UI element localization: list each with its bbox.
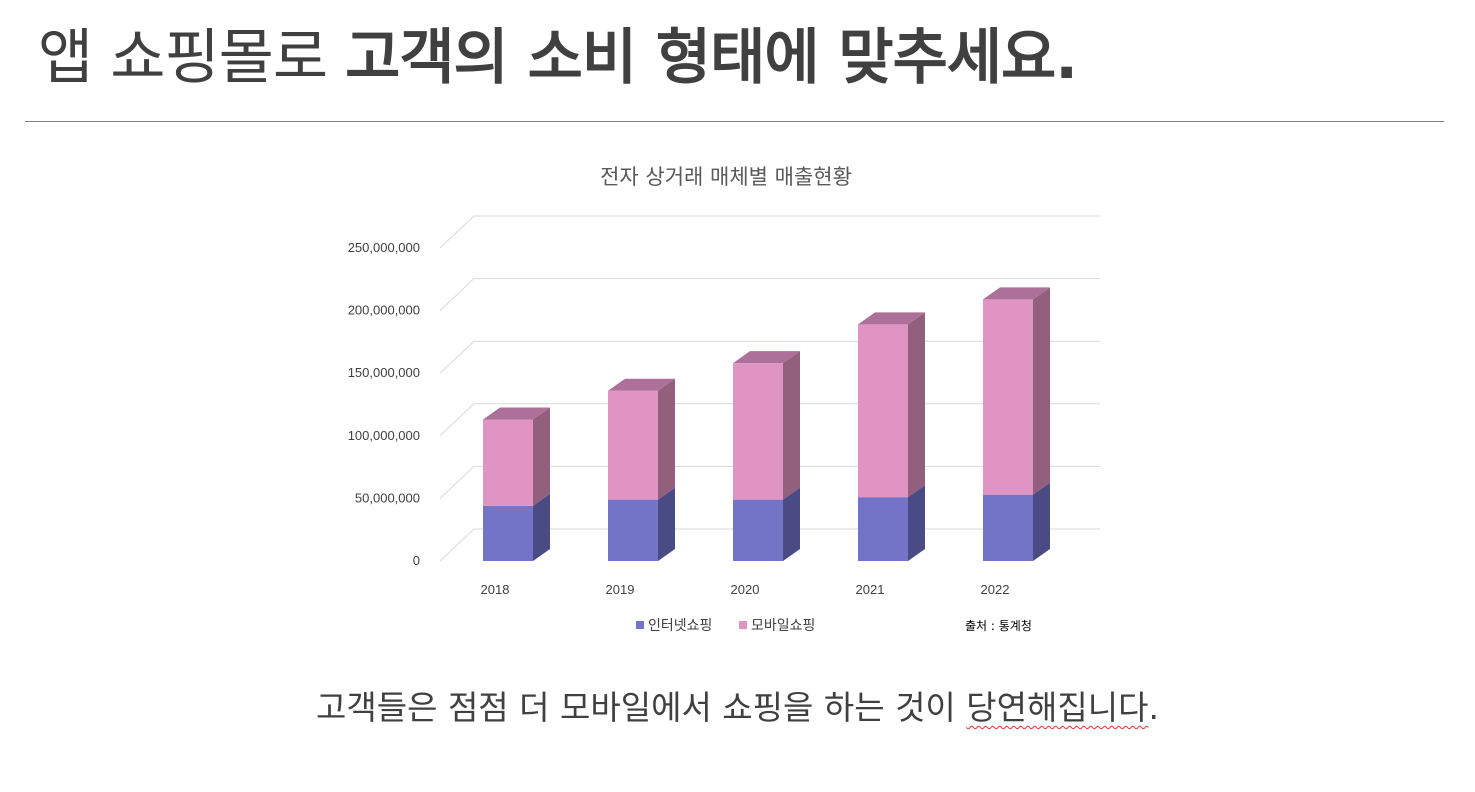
slide-title: 앱 쇼핑몰로 고객의 소비 형태에 맞추세요.	[38, 18, 1078, 98]
chart-bar-top	[858, 312, 925, 325]
chart-bar-segment	[983, 494, 1033, 561]
caption-end: .	[1148, 688, 1159, 727]
chart-svg: 전자 상거래 매체별 매출현황 0 50,000,000 100,000,000 15…	[348, 165, 1100, 634]
chart-y-tick-label: 150,000,000	[348, 365, 420, 380]
chart-bar-side	[658, 487, 675, 561]
chart-bar-segment	[733, 363, 783, 500]
chart-x-axis-labels: 2018 2019 2020 2021 2022	[481, 582, 1010, 597]
chart-bar-side	[783, 351, 800, 500]
chart-y-tick-label: 250,000,000	[348, 240, 420, 255]
chart-y-tick-label: 0	[413, 553, 420, 568]
chart-bar-side	[533, 407, 550, 506]
chart-bar-side	[533, 493, 550, 561]
chart-bar-side	[783, 487, 800, 561]
chart-x-tick-label: 2021	[856, 582, 885, 597]
chart-y-axis-labels: 0 50,000,000 100,000,000 150,000,000 200,000…	[348, 240, 420, 568]
chart-title: 전자 상거래 매체별 매출현황	[600, 165, 852, 189]
chart-bar-segment	[483, 505, 533, 561]
chart-bar-top	[608, 378, 675, 391]
chart-bar-segment	[858, 324, 908, 498]
chart-bar-top	[733, 351, 800, 364]
caption-flagged-word: 당연해집니다	[966, 688, 1149, 727]
chart-gridline	[439, 215, 1100, 249]
chart-gridline	[439, 278, 1100, 311]
chart-bar-top	[483, 407, 550, 420]
slide-title-bold: 고객의 소비 형태에 맞추세요.	[345, 23, 1078, 93]
chart-bar-side	[908, 485, 925, 561]
chart-bar-segment	[483, 419, 533, 506]
chart-bar-side	[908, 312, 925, 498]
legend-swatch-internet	[636, 621, 644, 629]
chart-bar-side	[1033, 482, 1050, 561]
slide-caption: 고객들은 점점 더 모바일에서 쇼핑을 하는 것이 당연해집니다.	[0, 684, 1475, 732]
chart: 전자 상거래 매체별 매출현황 0 50,000,000 100,000,000 15…	[320, 150, 1140, 650]
chart-x-tick-label: 2018	[481, 582, 510, 597]
chart-x-tick-label: 2019	[606, 582, 635, 597]
chart-bar-top	[983, 287, 1050, 300]
legend-label-mobile: 모바일쇼핑	[751, 618, 815, 634]
slide-title-light: 앱 쇼핑몰로	[38, 23, 346, 93]
chart-y-tick-label: 200,000,000	[348, 303, 420, 318]
chart-bar-side	[658, 378, 675, 500]
chart-y-tick-label: 100,000,000	[348, 428, 420, 443]
legend-swatch-mobile	[739, 621, 747, 629]
chart-bar-segment	[608, 499, 658, 561]
chart-bar-segment	[858, 497, 908, 561]
chart-bar-segment	[608, 390, 658, 500]
chart-source-note: 출처 : 통계청	[965, 619, 1032, 633]
chart-bar-side	[1033, 287, 1050, 495]
caption-main: 고객들은 점점 더 모바일에서 쇼핑을 하는 것이	[316, 688, 967, 727]
title-divider	[25, 121, 1444, 122]
chart-x-tick-label: 2020	[731, 582, 760, 597]
chart-bars	[483, 287, 1050, 561]
chart-bar-segment	[733, 499, 783, 561]
chart-bar-segment	[983, 299, 1033, 495]
chart-legend: 인터넷쇼핑 모바일쇼핑	[636, 618, 815, 634]
legend-label-internet: 인터넷쇼핑	[648, 618, 712, 634]
chart-x-tick-label: 2022	[981, 582, 1010, 597]
chart-y-tick-label: 50,000,000	[355, 490, 420, 505]
